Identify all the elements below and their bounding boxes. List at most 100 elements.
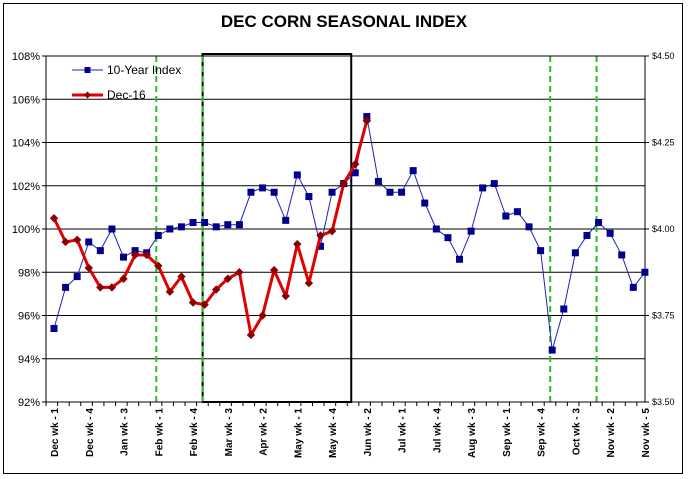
point-ten-year-index xyxy=(548,346,556,354)
point-ten-year-index xyxy=(618,251,626,259)
y-tick-label-left: 108% xyxy=(12,51,40,63)
point-dec-16 xyxy=(281,291,290,301)
point-ten-year-index xyxy=(282,216,290,224)
point-ten-year-index xyxy=(444,234,452,242)
x-tick-label: May wk - 1 xyxy=(293,408,304,458)
y-tick-label-left: 104% xyxy=(12,138,40,150)
x-tick-label: Apr wk - 2 xyxy=(259,408,270,456)
y-tick-label-right: $4.00 xyxy=(652,224,675,234)
point-ten-year-index xyxy=(189,219,197,227)
point-dec-16 xyxy=(107,283,117,292)
y-tick-label-left: 98% xyxy=(18,267,40,279)
point-ten-year-index xyxy=(560,305,568,313)
point-dec-16 xyxy=(177,272,186,281)
x-tick-label: Feb wk - 1 xyxy=(154,408,165,457)
point-dec-16 xyxy=(246,330,256,340)
point-ten-year-index xyxy=(270,188,278,196)
point-ten-year-index xyxy=(62,283,70,291)
point-dec-16 xyxy=(269,265,279,275)
point-ten-year-index xyxy=(374,177,382,185)
point-ten-year-index xyxy=(351,169,359,177)
point-ten-year-index xyxy=(525,223,533,231)
point-ten-year-index xyxy=(235,221,243,229)
x-tick-label: Jul wk - 4 xyxy=(432,408,443,453)
y-tick-label-left: 102% xyxy=(12,181,40,193)
point-ten-year-index xyxy=(259,184,267,192)
point-dec-16 xyxy=(61,237,70,247)
point-dec-16 xyxy=(339,179,348,188)
x-tick-label: Nov wk - 2 xyxy=(606,408,617,458)
x-tick-label: Nov wk - 5 xyxy=(641,408,652,458)
point-dec-16 xyxy=(351,159,360,169)
point-dec-16 xyxy=(72,235,82,245)
point-dec-16 xyxy=(362,116,372,126)
point-dec-16 xyxy=(327,226,337,236)
point-ten-year-index xyxy=(73,273,81,281)
y-tick-label-right: $4.50 xyxy=(652,51,675,61)
point-dec-16 xyxy=(154,261,163,270)
y-tick-label-left: 92% xyxy=(18,397,40,409)
point-ten-year-index xyxy=(595,219,603,227)
point-ten-year-index xyxy=(305,193,313,201)
x-tick-label: Sep wk - 1 xyxy=(502,408,513,457)
point-ten-year-index xyxy=(432,225,440,233)
point-ten-year-index xyxy=(224,221,232,229)
point-ten-year-index xyxy=(328,188,336,196)
point-ten-year-index xyxy=(606,229,614,237)
y-tick-label-right: $4.25 xyxy=(652,138,675,148)
y-tick-label-left: 96% xyxy=(18,311,40,323)
legend-marker-diamond xyxy=(84,91,91,99)
point-ten-year-index xyxy=(571,249,579,257)
point-ten-year-index xyxy=(212,223,220,231)
point-ten-year-index xyxy=(490,180,498,188)
point-ten-year-index xyxy=(502,212,510,220)
point-dec-16 xyxy=(188,298,198,307)
point-ten-year-index xyxy=(467,227,475,235)
y-tick-label-left: 94% xyxy=(18,354,40,366)
x-tick-label: Dec wk - 4 xyxy=(85,408,96,457)
point-ten-year-index xyxy=(537,247,545,255)
x-tick-label: Jun wk - 2 xyxy=(363,408,374,457)
point-ten-year-index xyxy=(177,223,185,231)
point-ten-year-index xyxy=(386,188,394,196)
point-ten-year-index xyxy=(421,199,429,207)
point-ten-year-index xyxy=(201,219,209,227)
point-dec-16 xyxy=(200,300,209,309)
y-tick-label-left: 100% xyxy=(12,224,40,236)
y-tick-label-right: $3.75 xyxy=(652,311,675,321)
x-tick-label: Feb wk - 4 xyxy=(189,408,200,457)
x-tick-label: May wk - 4 xyxy=(328,408,339,458)
point-ten-year-index xyxy=(479,184,487,192)
gridlines xyxy=(46,55,645,403)
point-ten-year-index xyxy=(120,253,128,261)
legend-marker-square xyxy=(84,67,91,73)
point-ten-year-index xyxy=(85,238,93,246)
point-dec-16 xyxy=(84,263,93,273)
point-dec-16 xyxy=(49,213,59,223)
x-tick-label: Dec wk - 1 xyxy=(50,408,61,457)
chart-title: DEC CORN SEASONAL INDEX xyxy=(220,12,468,31)
point-dec-16 xyxy=(316,231,325,240)
point-ten-year-index xyxy=(154,231,162,239)
point-ten-year-index xyxy=(513,208,521,216)
point-dec-16 xyxy=(165,287,175,296)
point-dec-16 xyxy=(130,250,140,260)
point-dec-16 xyxy=(119,274,128,283)
point-dec-16 xyxy=(235,268,244,277)
point-dec-16 xyxy=(293,239,302,249)
point-dec-16 xyxy=(258,311,267,320)
point-ten-year-index xyxy=(50,324,58,332)
point-ten-year-index xyxy=(108,225,116,233)
point-ten-year-index xyxy=(409,167,417,175)
x-tick-label: Jan wk - 3 xyxy=(120,408,131,456)
y-tick-label-left: 106% xyxy=(12,94,40,106)
legend: 10-Year Index Dec-16 xyxy=(72,63,181,102)
series-group xyxy=(49,113,649,354)
legend-label: Dec-16 xyxy=(107,88,146,102)
point-ten-year-index xyxy=(398,188,406,196)
point-ten-year-index xyxy=(629,283,637,291)
series-line-ten-year-index xyxy=(53,116,646,351)
point-dec-16 xyxy=(223,274,232,283)
x-tick-label: Jul wk - 1 xyxy=(398,408,409,453)
